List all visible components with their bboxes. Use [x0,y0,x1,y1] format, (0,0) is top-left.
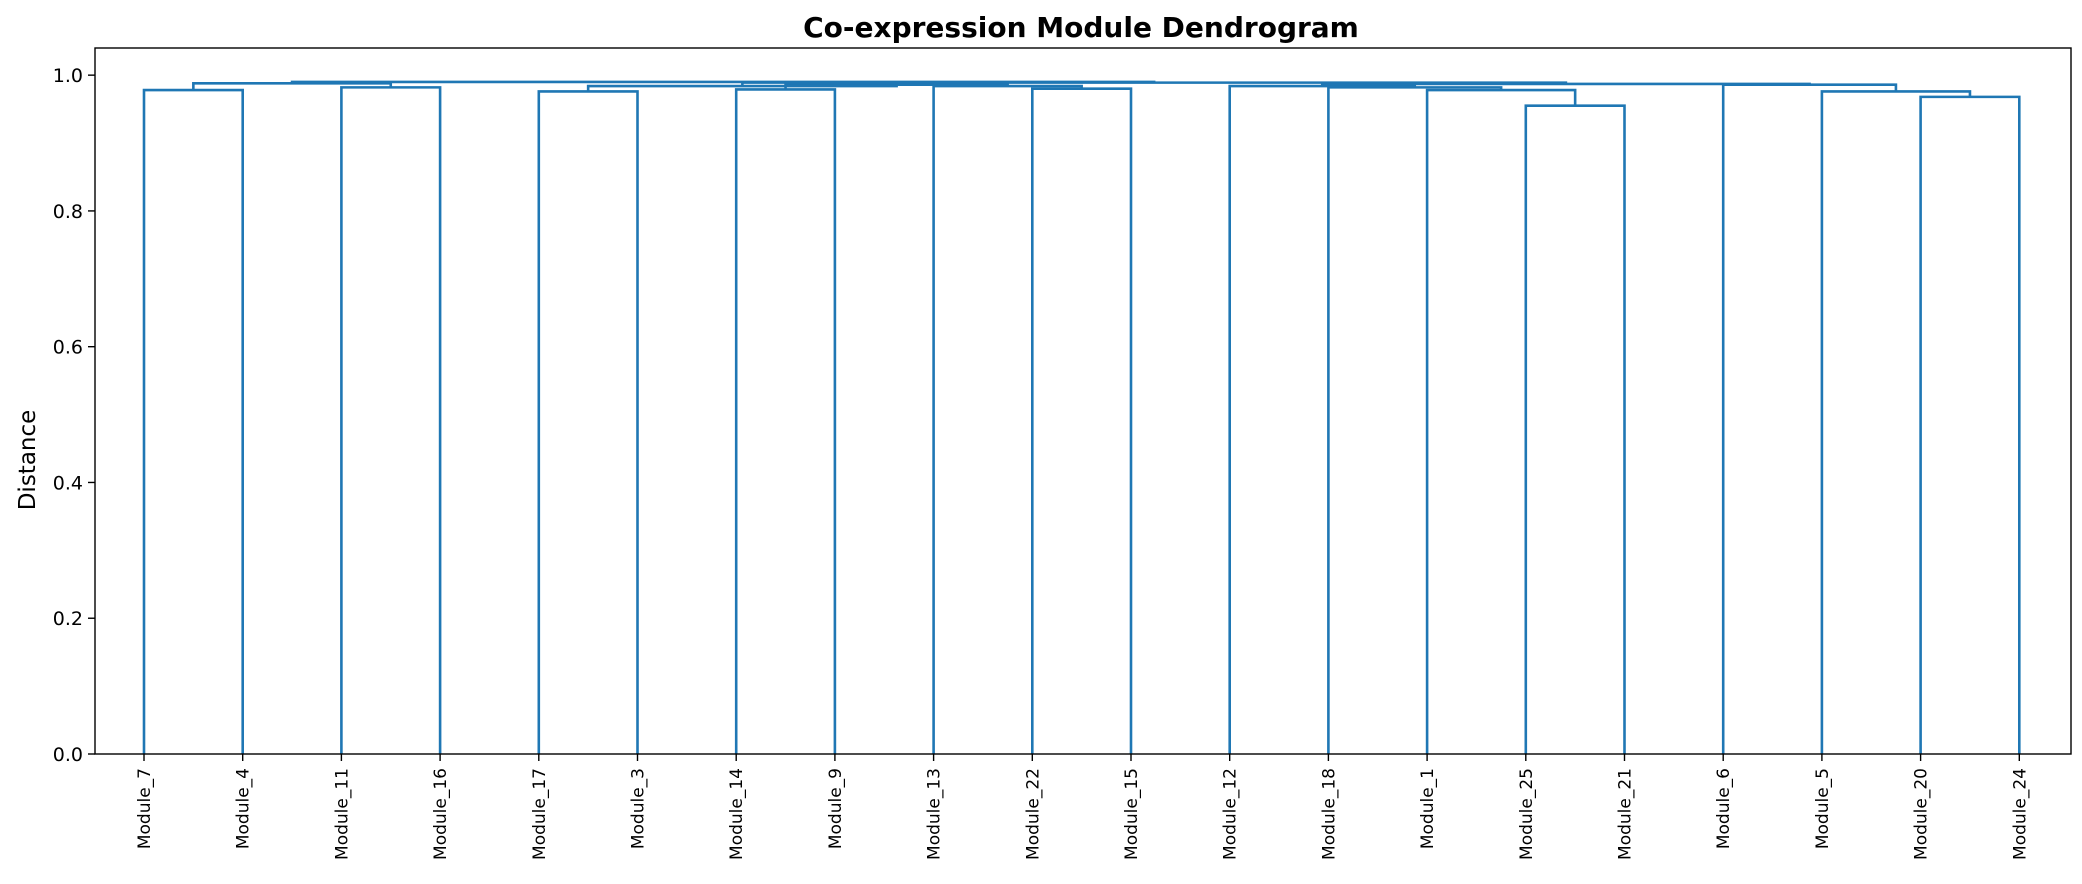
dendrogram-links [142,80,2021,754]
leaf-label: Module_25 [1517,768,1537,860]
leaf-label: Module_18 [1319,768,1339,860]
dendrogram-link [1524,104,1626,754]
chart-title: Co-expression Module Dendrogram [803,11,1359,44]
dendrogram-link [1721,83,1898,754]
dendrogram-link [932,84,1083,754]
y-tick-label: 0.2 [53,608,83,630]
y-axis: 0.0 0.2 0.4 0.6 0.8 1.0 [53,65,95,766]
y-tick-label: 0.0 [53,744,83,766]
leaf-label: Module_14 [727,768,747,860]
leaf-label: Module_17 [530,768,550,860]
dendrogram-link [586,84,898,92]
leaf-label: Module_6 [1714,768,1734,849]
leaf-label: Module_13 [925,768,945,860]
dendrogram-link [734,88,837,754]
dendrogram-link [537,90,639,754]
dendrogram-link [340,86,442,754]
leaf-label: Module_4 [234,768,254,849]
leaf-label: Module_7 [135,768,155,849]
leaf-label: Module_20 [1912,768,1932,860]
plot-frame [94,47,2072,755]
y-tick-label: 1.0 [53,65,83,87]
y-tick-label: 0.4 [53,472,83,494]
leaf-label: Module_5 [1813,768,1833,849]
dendrogram-link [290,80,1156,84]
x-axis: Module_7 Module_4 Module_11 Module_16 Module… [135,754,2030,860]
y-tick-label: 0.8 [53,201,83,223]
dendrogram-link [741,81,1568,87]
leaf-label: Module_24 [2010,768,2030,860]
leaf-label: Module_1 [1418,768,1438,849]
dendrogram-link [1820,90,1972,754]
leaf-label: Module_22 [1023,768,1043,860]
leaf-label: Module_3 [629,768,649,849]
leaf-label: Module_12 [1221,768,1241,860]
y-tick-label: 0.6 [53,337,83,359]
leaf-label: Module_11 [332,768,352,860]
leaf-label: Module_9 [826,768,846,849]
leaf-label: Module_15 [1122,768,1142,860]
dendrogram-link [142,88,244,754]
leaf-label: Module_21 [1616,768,1636,860]
leaf-label: Module_16 [431,768,451,860]
dendrogram-link [1919,95,2021,754]
dendrogram-link [1031,87,1133,754]
dendrogram-link [1425,88,1577,754]
y-axis-label: Distance [15,410,41,511]
dendrogram-link [1228,84,1417,754]
dendrogram-link [1327,86,1503,754]
